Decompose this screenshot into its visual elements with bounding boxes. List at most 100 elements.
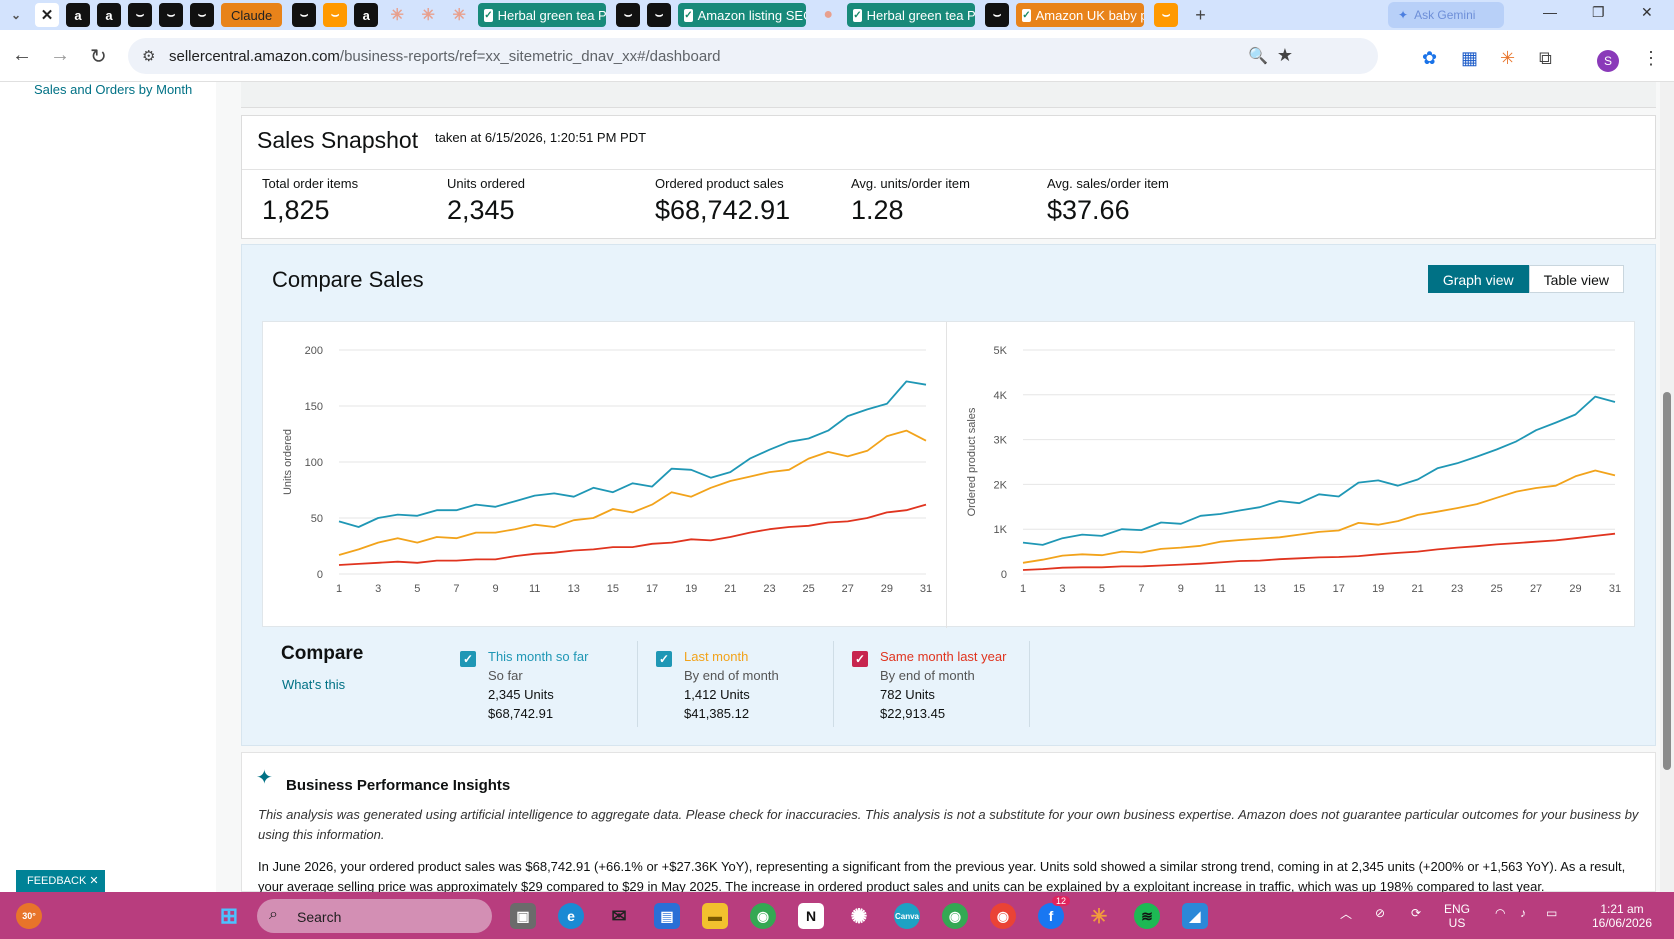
graph-view-button[interactable]: Graph view <box>1427 265 1529 293</box>
claude-sparkle-icon[interactable]: ✳ <box>452 7 466 24</box>
back-arrow-icon[interactable]: ← <box>12 44 32 66</box>
last-month-checkbox[interactable]: ✓ <box>656 651 672 667</box>
browser-tab[interactable]: ✓ Herbal green tea P <box>847 3 976 27</box>
browser-menu-icon[interactable]: ⋮ <box>1642 48 1660 68</box>
browser-tab-claude[interactable]: Claude <box>221 3 283 27</box>
amazon-smile-icon[interactable]: ⌣ <box>190 3 214 27</box>
language-indicator[interactable]: ENG US <box>1444 902 1471 930</box>
series-line-1 <box>338 429 927 556</box>
legend-sub: By end of month <box>880 668 975 683</box>
series-line-0 <box>338 380 927 528</box>
new-tab-icon[interactable]: + <box>1195 4 1206 25</box>
sales-orders-by-month-link[interactable]: Sales and Orders by Month <box>34 82 193 97</box>
taskbar-search[interactable]: ⌕ Search <box>257 899 492 933</box>
bookmark-star-icon[interactable]: ★ <box>1276 45 1293 65</box>
chrome-icon[interactable]: ◉ <box>750 903 776 929</box>
spotify-icon[interactable]: ≋ <box>1134 903 1160 929</box>
profile-avatar[interactable]: S <box>1597 50 1619 72</box>
forward-arrow-icon[interactable]: → <box>50 44 70 66</box>
amazon-smile-icon[interactable]: ⌣ <box>292 3 317 27</box>
extension-claude-icon[interactable]: ✳ <box>1500 48 1516 68</box>
feedback-button[interactable]: FEEDBACK ✕ <box>16 870 105 892</box>
file-explorer-icon[interactable]: ▬ <box>702 903 728 929</box>
table-view-button[interactable]: Table view <box>1528 265 1624 293</box>
claude-sparkle-icon[interactable]: ✳ <box>390 7 404 24</box>
blank-tab-icon[interactable]: ● <box>823 6 834 23</box>
amazon-smile-icon[interactable]: ⌣ <box>616 3 641 27</box>
last-month-label[interactable]: Last month <box>684 649 749 664</box>
x-tick-label: 1 <box>1020 583 1026 595</box>
close-window-icon[interactable]: ✕ <box>1641 4 1653 20</box>
snapshot-timestamp: taken at 6/15/2026, 1:20:51 PM PDT <box>435 130 647 145</box>
url-text[interactable]: sellercentral.amazon.com/business-report… <box>169 48 721 65</box>
amazon-smile-icon[interactable]: ⌣ <box>159 3 183 27</box>
amazon-a-icon[interactable]: a <box>66 3 90 27</box>
photos-icon[interactable]: ◢ <box>1182 903 1208 929</box>
y-tick-label: 50 <box>311 513 323 525</box>
amazon-a-icon[interactable]: a <box>354 3 379 27</box>
view-toggle: Graph view Table view <box>1427 265 1624 293</box>
task-view-icon[interactable]: ▣ <box>510 903 536 929</box>
y-axis-label: Ordered product sales <box>966 407 978 516</box>
store-icon[interactable]: ▤ <box>654 903 680 929</box>
last-year-label[interactable]: Same month last year <box>880 649 1007 664</box>
notion-icon[interactable]: N <box>798 903 824 929</box>
x-tick-label: 3 <box>375 583 381 595</box>
mail-icon[interactable]: ✉ <box>611 905 627 926</box>
amazon-orange-icon[interactable]: ⌣ <box>323 3 348 27</box>
chevron-down-icon[interactable]: ⌄ <box>10 8 22 22</box>
y-tick-label: 4K <box>994 390 1008 402</box>
battery-icon[interactable]: ▭ <box>1546 906 1558 920</box>
browser-tab[interactable]: ✓ Amazon listing SEC <box>678 3 807 27</box>
facebook-icon[interactable]: f <box>1038 903 1064 929</box>
legend-units: 2,345 Units <box>488 687 554 702</box>
windows-start-icon[interactable]: ⊞ <box>219 903 239 928</box>
close-tab-icon[interactable]: ✕ <box>35 3 59 27</box>
this-month-checkbox[interactable]: ✓ <box>460 651 476 667</box>
browser-tab[interactable]: ✓ Amazon UK baby p <box>1016 3 1145 27</box>
insights-disclaimer: This analysis was generated using artifi… <box>258 807 1639 842</box>
compare-sales-title: Compare Sales <box>272 267 424 292</box>
volume-icon[interactable]: ♪ <box>1520 906 1526 920</box>
tray-sync-icon[interactable]: ⟳ <box>1411 906 1422 920</box>
amazon-smile-icon[interactable]: ⌣ <box>985 3 1010 27</box>
this-month-label[interactable]: This month so far <box>488 649 589 664</box>
claude-app-icon[interactable]: ✳ <box>1090 905 1108 928</box>
amazon-a-icon[interactable]: a <box>97 3 121 27</box>
amazon-orange-icon[interactable]: ⌣ <box>1154 3 1179 27</box>
tray-app-icon[interactable]: ⊘ <box>1375 906 1386 920</box>
zoom-icon[interactable]: 🔍 <box>1248 48 1268 65</box>
edge-browser-icon[interactable]: e <box>558 903 584 929</box>
site-info-icon[interactable]: ⚙ <box>142 48 156 65</box>
extensions-puzzle-icon[interactable]: ⧉ <box>1539 48 1552 68</box>
extension-chart-icon[interactable]: ▦ <box>1461 48 1479 68</box>
scrollbar-thumb[interactable] <box>1663 392 1671 770</box>
tab-check-icon: ✓ <box>1022 8 1031 22</box>
canva-icon[interactable]: Canva <box>894 903 920 929</box>
clock[interactable]: 1:21 am 16/06/2026 <box>1591 902 1653 930</box>
chrome-profile-icon[interactable]: ◉ <box>942 903 968 929</box>
claude-sparkle-icon[interactable]: ✳ <box>421 7 435 24</box>
ask-gemini-button[interactable]: ✦ Ask Gemini <box>1388 2 1504 28</box>
tray-overflow-icon[interactable]: ︿ <box>1340 907 1353 921</box>
sales-snapshot-title: Sales Snapshot <box>257 127 419 153</box>
minimize-icon[interactable]: — <box>1543 4 1557 20</box>
extension-settings-icon[interactable]: ✿ <box>1422 48 1438 68</box>
chrome-profile-2-icon[interactable]: ◉ <box>990 903 1016 929</box>
page-scrollbar[interactable] <box>1660 82 1674 892</box>
wifi-icon[interactable]: ◠ <box>1495 906 1506 920</box>
amazon-smile-icon[interactable]: ⌣ <box>128 3 152 27</box>
y-tick-label: 0 <box>317 569 323 581</box>
reload-icon[interactable]: ↻ <box>90 46 107 68</box>
url-bar[interactable]: ⚙ sellercentral.amazon.com/business-repo… <box>128 38 1378 74</box>
weather-icon[interactable]: 30° <box>16 903 42 929</box>
maximize-icon[interactable]: ❐ <box>1592 4 1605 20</box>
x-tick-label: 15 <box>1293 583 1305 595</box>
browser-tab[interactable]: ✓ Herbal green tea P <box>478 3 607 27</box>
amazon-smile-icon[interactable]: ⌣ <box>647 3 672 27</box>
x-tick-label: 9 <box>492 583 498 595</box>
whats-this-link[interactable]: What's this <box>282 677 346 692</box>
legend-units: 782 Units <box>880 687 935 702</box>
chatgpt-icon[interactable]: ✺ <box>850 905 868 928</box>
last-year-checkbox[interactable]: ✓ <box>852 651 868 667</box>
